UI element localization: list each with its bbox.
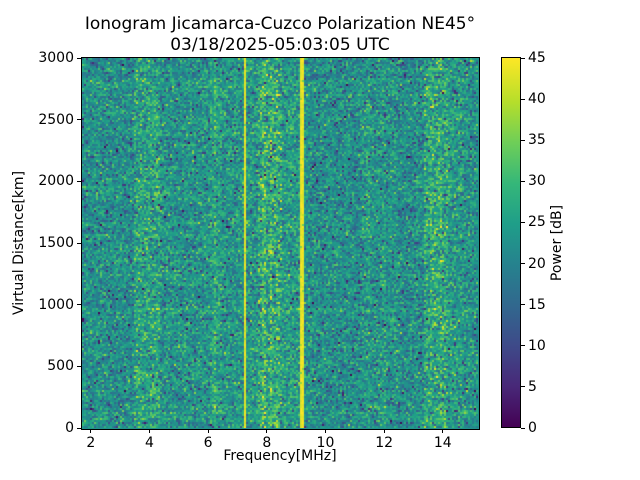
colorbar-label: Power [dB] [549,204,565,282]
colorbar-tick-label: 20 [528,255,546,272]
colorbar-tick-mark [521,263,525,265]
y-tick-mark [77,57,81,59]
x-tick-mark [90,429,92,433]
y-tick-mark [77,119,81,121]
colorbar-tick-label: 0 [528,420,537,436]
x-tick-label: 2 [86,435,96,451]
y-tick-label: 2500 [38,111,74,128]
y-tick-mark [77,365,81,367]
colorbar-tick-label: 40 [528,91,546,108]
x-tick-mark [442,429,444,433]
x-tick-mark [148,429,150,433]
x-tick-label: 10 [316,435,335,451]
y-tick-label: 1500 [38,235,74,251]
colorbar-tick-mark [521,386,525,388]
x-tick-mark [383,429,385,433]
x-tick-mark [266,429,268,433]
colorbar-tick-mark [521,427,525,429]
plot-area [81,57,480,430]
colorbar-tick-mark [521,139,525,141]
ionogram-heatmap [82,58,478,428]
x-tick-label: 6 [203,435,213,451]
chart-title: Ionogram Jicamarca-Cuzco Polarization NE… [84,14,476,34]
y-tick-mark [77,242,81,244]
colorbar-tick-mark [521,98,525,100]
y-axis-label: Virtual Distance[km] [11,170,27,316]
x-tick-mark [324,429,326,433]
colorbar-tick-label: 35 [528,132,546,149]
colorbar-tick-label: 45 [528,50,546,66]
colorbar-tick-mark [521,57,525,59]
chart-subtitle: 03/18/2025-05:03:05 UTC [170,35,390,55]
colorbar-tick-mark [521,304,525,306]
x-tick-label: 14 [433,435,452,451]
x-tick-label: 4 [144,435,154,451]
colorbar-tick-label: 5 [528,378,537,395]
colorbar-tick-label: 10 [528,337,546,354]
y-tick-mark [77,304,81,306]
y-tick-label: 3000 [38,50,74,66]
chart-title-block: Ionogram Jicamarca-Cuzco Polarization NE… [82,14,478,56]
x-tick-label: 8 [262,435,272,451]
x-axis-label: Frequency[MHz] [223,448,337,464]
y-tick-mark [77,180,81,182]
colorbar-tick-label: 25 [528,214,546,231]
y-tick-label: 0 [65,420,74,436]
colorbar-tick-mark [521,345,525,347]
y-tick-label: 2000 [38,173,74,190]
colorbar-tick-mark [521,180,525,182]
x-tick-label: 12 [375,435,394,451]
colorbar-tick-mark [521,221,525,223]
x-tick-mark [207,429,209,433]
colorbar [501,57,521,428]
colorbar-tick-label: 30 [528,173,546,190]
y-tick-label: 500 [47,358,74,375]
y-tick-label: 1000 [38,296,74,313]
colorbar-tick-label: 15 [528,296,546,313]
y-tick-mark [77,427,81,429]
